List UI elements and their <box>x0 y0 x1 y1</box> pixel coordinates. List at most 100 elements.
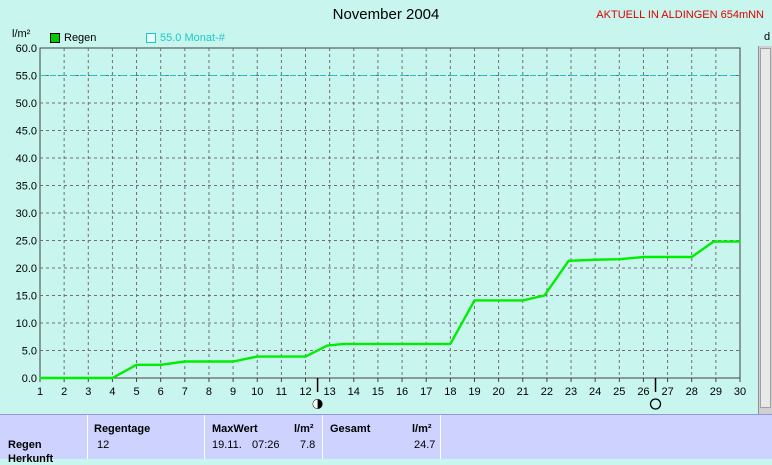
x-tick-label: 29 <box>710 386 722 398</box>
station-label: AKTUELL IN ALDINGEN 654mNN <box>596 9 764 21</box>
series-point <box>739 240 741 243</box>
stats-row-label: Regen <box>8 439 42 451</box>
y-tick-label: 45.0 <box>16 126 37 138</box>
series-point <box>690 256 693 258</box>
moon-icons <box>312 378 662 410</box>
series-point <box>184 360 186 363</box>
maxwert-time: 07:26 <box>252 439 280 451</box>
x-tick-label: 8 <box>206 386 212 398</box>
y-axis-unit: l/m² <box>12 28 31 40</box>
maxwert-date: 19.11. <box>212 439 242 451</box>
legend-item-regen[interactable]: Regen <box>50 32 96 44</box>
x-tick-label: 7 <box>182 386 188 398</box>
full-moon-icon <box>649 398 662 410</box>
x-tick-label: 6 <box>158 386 164 398</box>
legend-item-monat[interactable]: 55.0 Monat-# <box>146 32 225 44</box>
vertical-scrollbar[interactable] <box>758 46 772 416</box>
series-point <box>567 260 570 262</box>
new-moon-icon-half <box>313 399 318 409</box>
series-point <box>666 256 669 258</box>
edge-label: d <box>764 31 771 43</box>
series-point <box>326 344 329 347</box>
maxwert-header: MaxWert <box>212 423 258 435</box>
y-tick-label: 35.0 <box>16 181 37 193</box>
y-tick-label: 10.0 <box>16 318 37 330</box>
series-point <box>543 294 546 297</box>
x-tick-label: 19 <box>468 386 480 398</box>
series-line-regen <box>40 240 740 380</box>
x-tick-label: 4 <box>109 386 115 398</box>
maxwert-value: 7.8 <box>300 439 316 451</box>
x-tick-label: 21 <box>517 386 529 398</box>
rain-chart: 0.0 5.0 10.0 15.0 20.0 25.0 30.0 35.0 40.0 45.0 50… <box>16 43 746 410</box>
x-tick-label: 28 <box>686 386 698 398</box>
x-tick-label: 3 <box>85 386 91 398</box>
x-tick-label: 23 <box>565 386 577 398</box>
y-tick-label: 25.0 <box>16 236 37 248</box>
x-tick-label: 14 <box>348 386 360 398</box>
gesamt-value: 24.7 <box>414 439 436 451</box>
series-point <box>135 364 138 366</box>
series-point <box>521 299 524 302</box>
x-tick-label: 25 <box>613 386 625 398</box>
y-tick-label: 30.0 <box>16 208 37 220</box>
x-tick-label: 18 <box>444 386 456 398</box>
y-tick-label: 15.0 <box>16 291 37 303</box>
series-point <box>208 360 210 363</box>
series-point <box>232 360 234 363</box>
series-point <box>39 377 41 379</box>
x-tick-label: 11 <box>276 386 287 398</box>
series-point <box>497 299 500 302</box>
gesamt-unit: l/m² <box>412 423 432 435</box>
chart-title: November 2004 <box>332 6 440 23</box>
scrollbar-thumb[interactable] <box>760 48 771 408</box>
regentage-value: 12 <box>97 439 110 451</box>
stats-row-label-2: Herkunft <box>8 453 54 465</box>
x-tick-label: 9 <box>230 386 236 398</box>
regentage-header: Regentage <box>94 423 151 435</box>
series-point <box>449 343 452 345</box>
x-tick-label: 27 <box>661 386 673 398</box>
legend-label-regen: Regen <box>64 32 97 44</box>
regentage-cell: Regentage 12 <box>88 415 205 459</box>
y-tick-label: 0.0 <box>22 373 37 385</box>
y-tick-label: 55.0 <box>16 71 37 83</box>
series-point <box>343 343 345 345</box>
x-tick-label: 17 <box>420 386 432 398</box>
x-tick-label: 10 <box>251 386 263 398</box>
series-point <box>304 355 307 358</box>
x-tick-label: 22 <box>541 386 553 398</box>
series-point <box>618 258 621 261</box>
series-points <box>39 240 741 379</box>
series-point <box>159 364 162 366</box>
x-tick-label: 20 <box>492 386 504 398</box>
stats-row-label-cell: Regen Herkunft <box>0 415 88 465</box>
y-tick-label: 40.0 <box>16 153 37 165</box>
x-tick-label: 16 <box>396 386 408 398</box>
x-tick-label: 24 <box>589 386 601 398</box>
y-tick-label: 5.0 <box>22 346 37 358</box>
x-tick-label: 30 <box>734 386 746 398</box>
series-point <box>352 343 355 345</box>
x-tick-label: 15 <box>372 386 384 398</box>
x-tick-label: 1 <box>37 386 43 398</box>
x-tick-label: 12 <box>299 386 311 398</box>
x-tick-labels: 1 2 3 4 5 6 7 8 9 10 11 12 13 14 15 16 17 18 19 20 21 22 23 24 2… <box>37 378 746 398</box>
series-point <box>111 377 114 379</box>
x-tick-label: 26 <box>637 386 649 398</box>
series-point <box>712 240 715 243</box>
maxwert-unit: l/m² <box>294 423 314 435</box>
gesamt-cell: Gesamt l/m² 24.7 <box>323 415 441 459</box>
maxwert-cell: MaxWert l/m² 19.11. 07:26 7.8 <box>205 415 323 459</box>
x-tick-label: 5 <box>133 386 139 398</box>
legend-label-monat: 55.0 Monat-# <box>160 32 225 44</box>
gesamt-header: Gesamt <box>330 423 371 435</box>
series-point <box>594 258 596 261</box>
series-point <box>256 355 259 358</box>
x-tick-label: 13 <box>324 386 336 398</box>
legend-swatch-regen <box>50 33 60 43</box>
y-tick-label: 50.0 <box>16 98 37 110</box>
y-tick-labels: 0.0 5.0 10.0 15.0 20.0 25.0 30.0 35.0 40.0 45.0 50… <box>16 43 37 385</box>
grid <box>40 48 740 378</box>
series-point <box>642 256 645 258</box>
